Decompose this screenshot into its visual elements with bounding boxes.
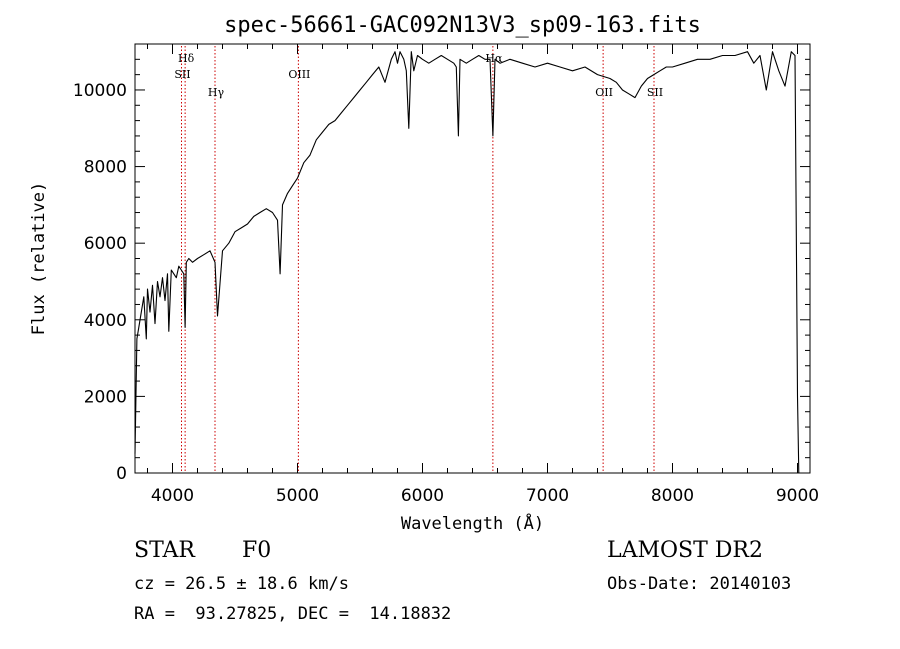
spectrum-line [134,51,800,474]
x-tick-label: 4000 [151,486,194,506]
marker-label: SII [647,86,663,99]
x-axis-label: Wavelength (Å) [401,512,544,534]
y-tick-label: 2000 [84,387,127,407]
chart-title: spec-56661-GAC092N13V3_sp09-163.fits [224,13,701,38]
y-tick-label: 6000 [84,234,127,254]
marker-label: OIII [288,68,310,81]
object-class: STAR [134,538,195,563]
y-tick-label: 4000 [84,311,127,331]
y-tick-label: 8000 [84,158,127,178]
marker-label: SII [174,68,190,81]
marker-label: Hδ [178,52,195,65]
x-tick-label: 9000 [776,486,819,506]
redshift-text: cz = 26.5 ± 18.6 km/s [134,574,349,594]
x-tick-label: 8000 [651,486,694,506]
marker-label: Hγ [208,86,225,99]
x-tick-label: 6000 [401,486,444,506]
marker-label: OII [595,86,613,99]
plot-frame [134,43,811,474]
y-tick-label: 10000 [73,81,127,101]
survey-label: LAMOST DR2 [607,538,763,563]
coordinates-text: RA = 93.27825, DEC = 14.18832 [134,604,452,624]
object-subclass: F0 [242,538,272,563]
x-tick-label: 7000 [526,486,569,506]
spectrum-chart: 4000 5000 6000 7000 8000 9000 0 2000 4000 6000 800… [29,13,819,534]
y-tick-label: 0 [116,464,127,484]
y-axis-label: Flux (relative) [29,182,49,336]
obs-date-text: Obs-Date: 20140103 [607,574,792,594]
x-tick-label: 5000 [276,486,319,506]
